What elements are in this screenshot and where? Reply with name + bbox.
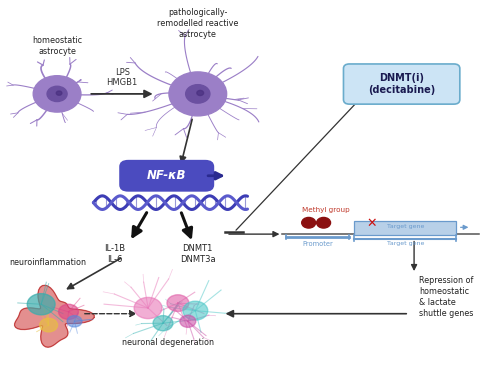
Text: ✕: ✕ [366, 217, 377, 230]
Circle shape [134, 298, 162, 319]
Circle shape [47, 86, 67, 102]
FancyBboxPatch shape [119, 160, 214, 192]
Text: neuroinflammation: neuroinflammation [9, 258, 86, 267]
Circle shape [197, 90, 203, 96]
Text: NF-κB: NF-κB [147, 169, 186, 182]
Circle shape [169, 72, 226, 116]
Text: Target gene: Target gene [386, 224, 424, 230]
Text: homeostatic
astrocyte: homeostatic astrocyte [32, 36, 82, 56]
Text: LPS
HMGB1: LPS HMGB1 [106, 68, 138, 87]
Bar [354, 221, 456, 235]
Circle shape [56, 91, 62, 95]
Text: Methyl group: Methyl group [302, 207, 350, 212]
Circle shape [180, 315, 196, 328]
Circle shape [153, 315, 173, 331]
Circle shape [167, 295, 189, 312]
Text: DNMT(i)
(decitabine): DNMT(i) (decitabine) [368, 73, 436, 95]
Text: neuronal degeneration: neuronal degeneration [122, 338, 214, 347]
Circle shape [40, 318, 58, 332]
Circle shape [183, 301, 208, 320]
Text: IL-1B
IL-6: IL-1B IL-6 [104, 244, 126, 264]
FancyBboxPatch shape [344, 64, 460, 104]
Circle shape [33, 76, 81, 112]
Text: Repression of
homeostatic
& lactate
shuttle genes: Repression of homeostatic & lactate shut… [419, 276, 474, 318]
Text: Promoter: Promoter [302, 241, 333, 247]
Circle shape [27, 294, 55, 315]
Text: DNMT1
DNMT3a: DNMT1 DNMT3a [180, 244, 216, 264]
Circle shape [67, 315, 82, 327]
Circle shape [316, 217, 330, 228]
Polygon shape [14, 285, 94, 347]
Text: Target gene: Target gene [386, 241, 424, 246]
Circle shape [302, 217, 316, 228]
Circle shape [58, 304, 78, 319]
Text: pathologically-
remodelled reactive
astrocyte: pathologically- remodelled reactive astr… [157, 8, 238, 39]
Circle shape [186, 85, 210, 103]
